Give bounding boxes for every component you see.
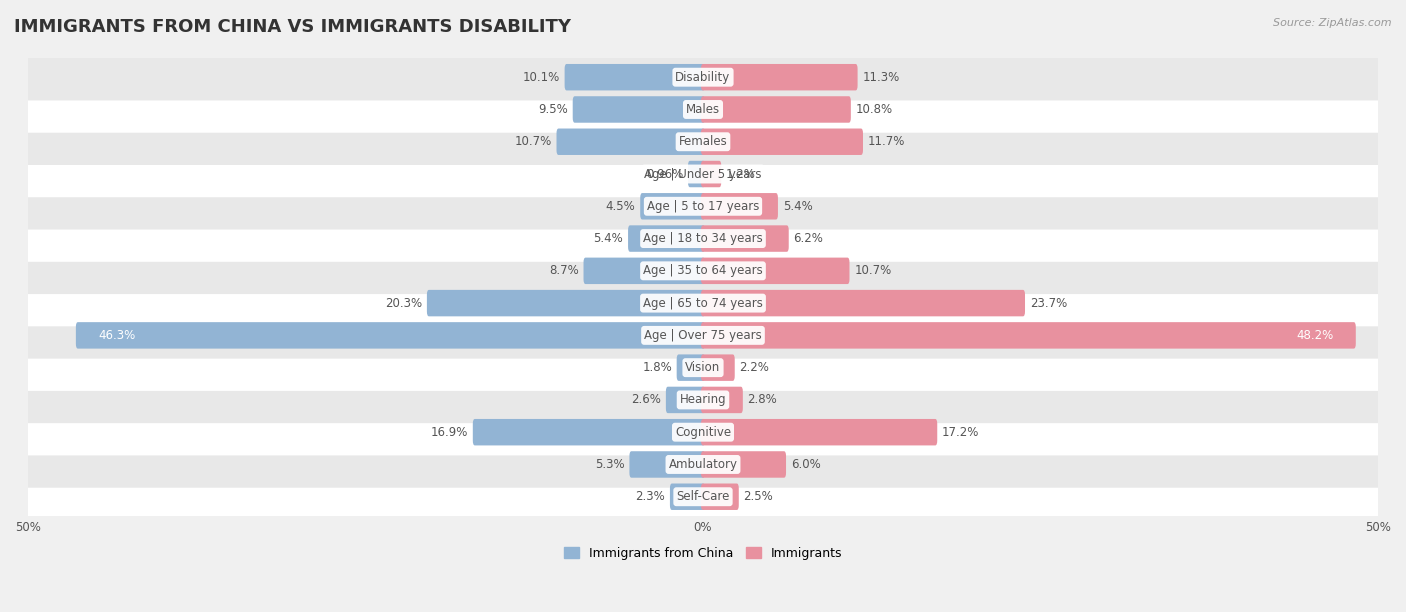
FancyBboxPatch shape	[24, 86, 1382, 133]
Text: 5.4%: 5.4%	[593, 232, 623, 245]
FancyBboxPatch shape	[702, 419, 938, 446]
Text: IMMIGRANTS FROM CHINA VS IMMIGRANTS DISABILITY: IMMIGRANTS FROM CHINA VS IMMIGRANTS DISA…	[14, 18, 571, 36]
FancyBboxPatch shape	[702, 258, 849, 284]
FancyBboxPatch shape	[24, 474, 1382, 520]
FancyBboxPatch shape	[640, 193, 704, 220]
Text: Age | Under 5 years: Age | Under 5 years	[644, 168, 762, 181]
FancyBboxPatch shape	[628, 225, 704, 252]
Text: 11.3%: 11.3%	[862, 71, 900, 84]
FancyBboxPatch shape	[702, 483, 738, 510]
FancyBboxPatch shape	[565, 64, 704, 91]
FancyBboxPatch shape	[702, 354, 735, 381]
FancyBboxPatch shape	[76, 322, 704, 349]
Text: 5.4%: 5.4%	[783, 200, 813, 213]
Text: Cognitive: Cognitive	[675, 426, 731, 439]
Text: Ambulatory: Ambulatory	[668, 458, 738, 471]
Text: 2.8%: 2.8%	[748, 394, 778, 406]
Text: 6.2%: 6.2%	[793, 232, 824, 245]
FancyBboxPatch shape	[24, 151, 1382, 197]
FancyBboxPatch shape	[702, 96, 851, 123]
Text: 9.5%: 9.5%	[538, 103, 568, 116]
Text: Vision: Vision	[685, 361, 721, 374]
Text: 10.8%: 10.8%	[856, 103, 893, 116]
FancyBboxPatch shape	[24, 345, 1382, 391]
Text: Self-Care: Self-Care	[676, 490, 730, 503]
Text: 11.7%: 11.7%	[868, 135, 905, 148]
FancyBboxPatch shape	[669, 483, 704, 510]
FancyBboxPatch shape	[557, 129, 704, 155]
FancyBboxPatch shape	[24, 377, 1382, 423]
Text: 1.2%: 1.2%	[725, 168, 756, 181]
Text: Hearing: Hearing	[679, 394, 727, 406]
FancyBboxPatch shape	[24, 183, 1382, 230]
Text: 2.5%: 2.5%	[744, 490, 773, 503]
Text: 23.7%: 23.7%	[1029, 297, 1067, 310]
FancyBboxPatch shape	[666, 387, 704, 413]
Text: Disability: Disability	[675, 71, 731, 84]
Text: Males: Males	[686, 103, 720, 116]
Text: 2.3%: 2.3%	[636, 490, 665, 503]
FancyBboxPatch shape	[472, 419, 704, 446]
FancyBboxPatch shape	[676, 354, 704, 381]
Text: 16.9%: 16.9%	[430, 426, 468, 439]
Text: Age | 35 to 64 years: Age | 35 to 64 years	[643, 264, 763, 277]
FancyBboxPatch shape	[24, 280, 1382, 326]
Text: Age | 18 to 34 years: Age | 18 to 34 years	[643, 232, 763, 245]
FancyBboxPatch shape	[24, 54, 1382, 100]
FancyBboxPatch shape	[688, 161, 704, 187]
FancyBboxPatch shape	[24, 248, 1382, 294]
FancyBboxPatch shape	[630, 451, 704, 478]
Text: Age | Over 75 years: Age | Over 75 years	[644, 329, 762, 342]
FancyBboxPatch shape	[24, 312, 1382, 359]
FancyBboxPatch shape	[702, 225, 789, 252]
Text: 2.2%: 2.2%	[740, 361, 769, 374]
Text: Age | 5 to 17 years: Age | 5 to 17 years	[647, 200, 759, 213]
Text: 10.7%: 10.7%	[515, 135, 551, 148]
Text: 17.2%: 17.2%	[942, 426, 980, 439]
FancyBboxPatch shape	[24, 215, 1382, 262]
FancyBboxPatch shape	[427, 290, 704, 316]
Text: 8.7%: 8.7%	[548, 264, 579, 277]
Text: Source: ZipAtlas.com: Source: ZipAtlas.com	[1274, 18, 1392, 28]
FancyBboxPatch shape	[24, 409, 1382, 455]
FancyBboxPatch shape	[24, 119, 1382, 165]
FancyBboxPatch shape	[583, 258, 704, 284]
Text: 48.2%: 48.2%	[1296, 329, 1333, 342]
Text: 4.5%: 4.5%	[606, 200, 636, 213]
FancyBboxPatch shape	[702, 451, 786, 478]
FancyBboxPatch shape	[702, 64, 858, 91]
Text: Females: Females	[679, 135, 727, 148]
Text: 1.8%: 1.8%	[643, 361, 672, 374]
FancyBboxPatch shape	[702, 290, 1025, 316]
Text: 10.1%: 10.1%	[523, 71, 560, 84]
FancyBboxPatch shape	[702, 193, 778, 220]
FancyBboxPatch shape	[24, 441, 1382, 488]
FancyBboxPatch shape	[702, 161, 721, 187]
FancyBboxPatch shape	[702, 387, 742, 413]
FancyBboxPatch shape	[702, 129, 863, 155]
Legend: Immigrants from China, Immigrants: Immigrants from China, Immigrants	[558, 542, 848, 565]
Text: Age | 65 to 74 years: Age | 65 to 74 years	[643, 297, 763, 310]
Text: 2.6%: 2.6%	[631, 394, 661, 406]
Text: 6.0%: 6.0%	[790, 458, 821, 471]
Text: 10.7%: 10.7%	[855, 264, 891, 277]
FancyBboxPatch shape	[702, 322, 1355, 349]
Text: 5.3%: 5.3%	[595, 458, 624, 471]
Text: 0.96%: 0.96%	[645, 168, 683, 181]
Text: 20.3%: 20.3%	[385, 297, 422, 310]
Text: 46.3%: 46.3%	[98, 329, 135, 342]
FancyBboxPatch shape	[572, 96, 704, 123]
